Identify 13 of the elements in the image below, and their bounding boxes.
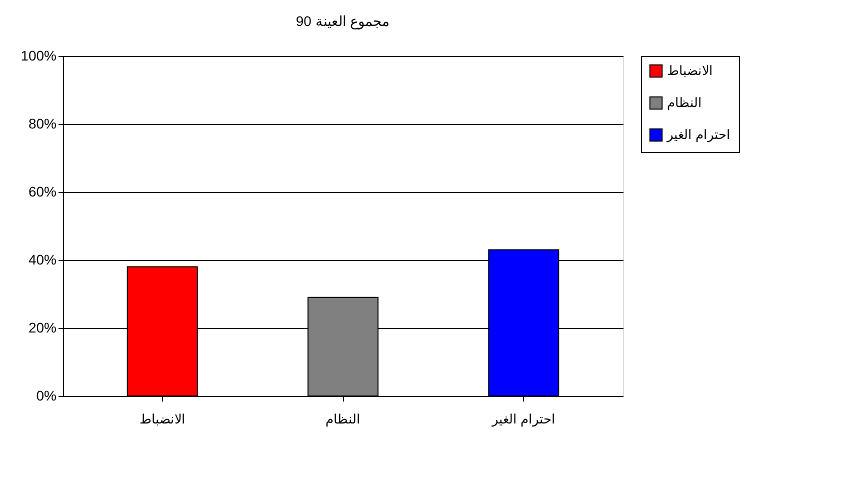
y-tick-label: 100% <box>20 48 56 64</box>
y-tick-label: 80% <box>28 116 56 132</box>
y-tick-label: 20% <box>28 320 56 336</box>
legend-label: احترام الغير <box>666 127 731 143</box>
y-tick-label: 0% <box>36 388 56 404</box>
x-tick-label: احترام الغير <box>490 412 556 428</box>
legend-label: الانضباط <box>667 63 713 78</box>
x-tick-label: النظام <box>326 412 360 428</box>
y-tick-label: 40% <box>28 252 56 268</box>
chart-title: مجموع العينة 90 <box>296 13 390 30</box>
legend-label: النظام <box>667 95 702 111</box>
x-tick-label: الانضباط <box>139 412 186 426</box>
y-tick-label: 60% <box>28 184 56 200</box>
